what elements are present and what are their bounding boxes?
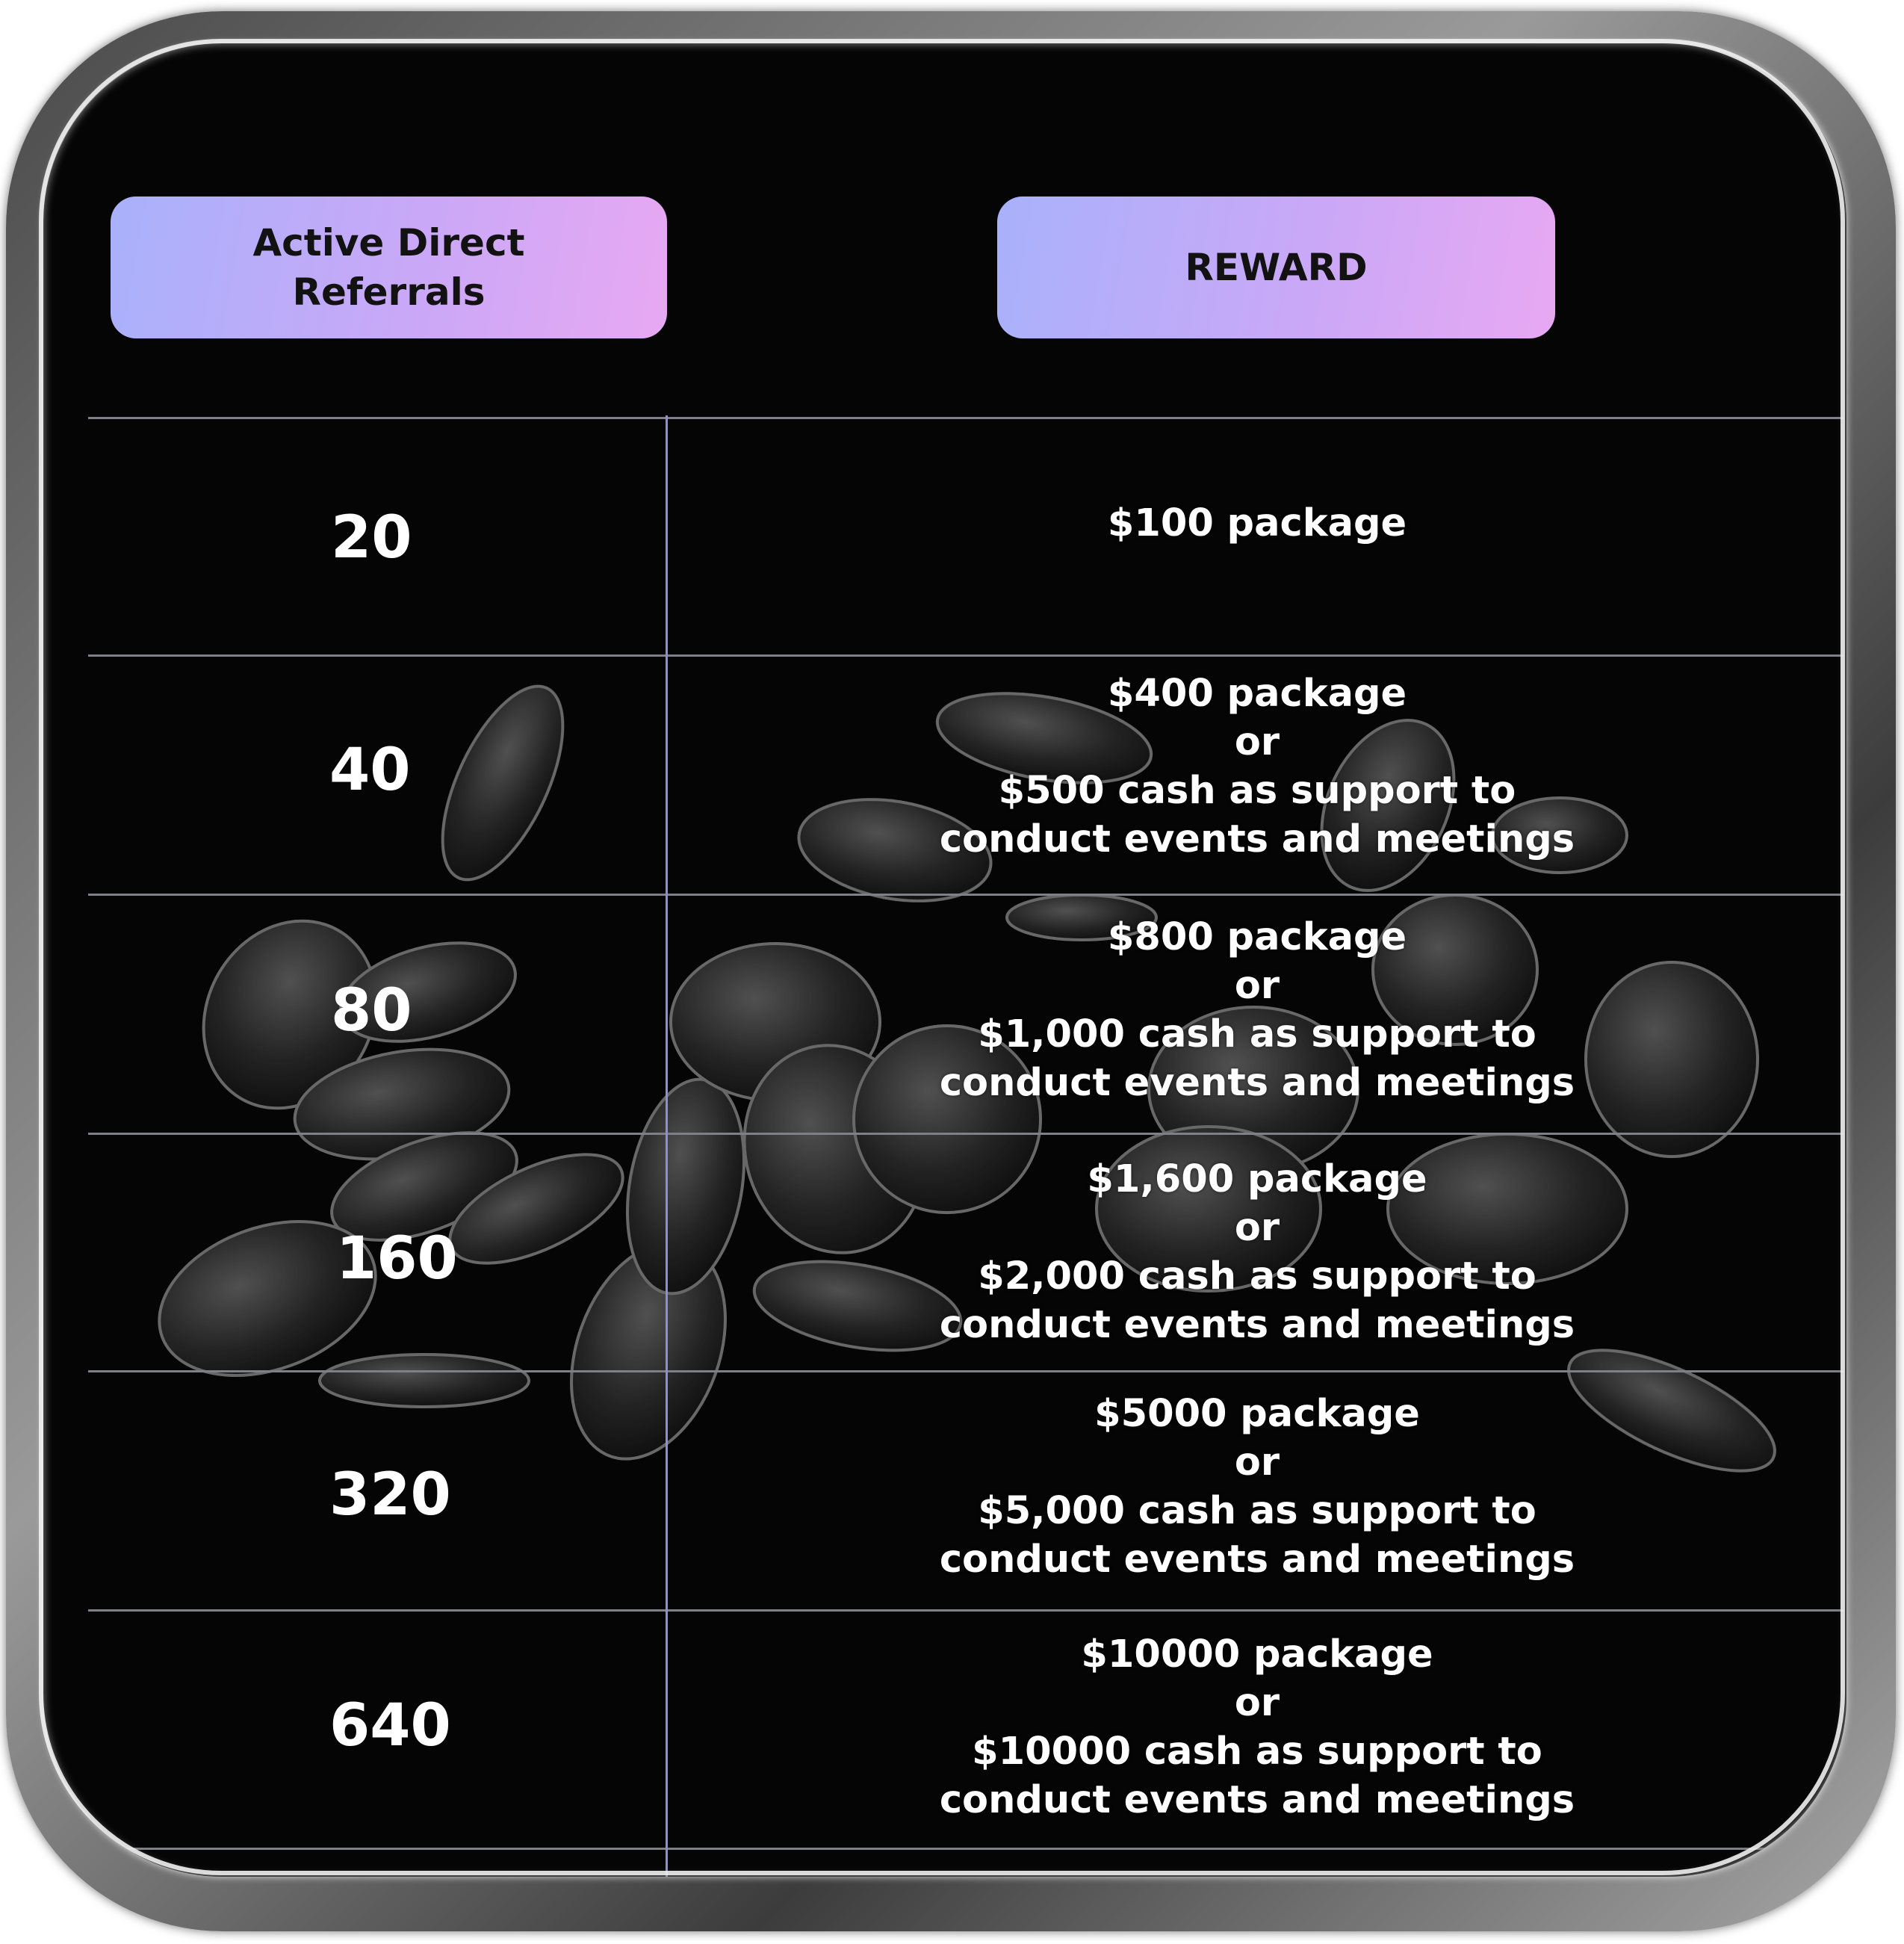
reward-line: $400 package xyxy=(1107,672,1407,716)
reward-line: $1,000 cash as support to xyxy=(978,1012,1536,1056)
reward-line: $2,000 cash as support to xyxy=(978,1254,1536,1298)
reward-cell: $800 package or $1,000 cash as support t… xyxy=(865,913,1649,1107)
reward-cell: $1,600 package or $2,000 cash as support… xyxy=(865,1155,1649,1349)
reward-line: or xyxy=(1234,1206,1280,1250)
bitcoin-coins-decoration xyxy=(158,684,1776,1473)
reward-line: $5000 package xyxy=(1094,1392,1420,1436)
column-divider xyxy=(666,415,668,1877)
reward-cell: $400 package or $500 cash as support to … xyxy=(865,669,1649,864)
row-divider xyxy=(88,417,1843,419)
reward-line: $800 package xyxy=(1107,915,1407,959)
reward-line: or xyxy=(1234,1681,1280,1725)
row-divider xyxy=(88,1370,1843,1372)
referrals-count: 80 xyxy=(331,977,412,1044)
reward-table-panel: Active Direct Referrals REWARD 20 $100 p… xyxy=(43,43,1846,1877)
reward-line: $10000 package xyxy=(1081,1632,1433,1677)
reward-line: or xyxy=(1234,720,1280,764)
referrals-count: 640 xyxy=(329,1692,451,1759)
referrals-count: 20 xyxy=(331,504,412,572)
reward-line: $100 package xyxy=(1107,501,1407,545)
reward-line: conduct events and meetings xyxy=(939,1778,1575,1822)
row-divider xyxy=(88,1133,1843,1135)
reward-line: or xyxy=(1234,1440,1280,1485)
referrals-count: 320 xyxy=(329,1461,451,1529)
header-reward-label: REWARD xyxy=(1185,246,1368,289)
reward-cell: $100 package xyxy=(865,499,1649,548)
referrals-count: 40 xyxy=(329,737,411,804)
reward-cell: $5000 package or $5,000 cash as support … xyxy=(865,1390,1649,1584)
row-divider xyxy=(88,654,1843,657)
header-referrals-label: Active Direct Referrals xyxy=(252,221,525,314)
row-divider xyxy=(88,1848,1843,1850)
reward-line: $500 cash as support to xyxy=(998,769,1516,813)
reward-line: conduct events and meetings xyxy=(939,1303,1575,1347)
header-reward: REWARD xyxy=(997,196,1555,338)
reward-line: or xyxy=(1234,964,1280,1008)
reward-cell: $10000 package or $10000 cash as support… xyxy=(865,1630,1649,1824)
reward-line: conduct events and meetings xyxy=(939,1538,1575,1582)
row-divider xyxy=(88,1609,1843,1612)
reward-line: $5,000 cash as support to xyxy=(978,1489,1536,1533)
reward-line: $1,600 package xyxy=(1087,1157,1427,1201)
row-divider xyxy=(88,894,1843,896)
header-referrals: Active Direct Referrals xyxy=(111,196,667,338)
reward-line: $10000 cash as support to xyxy=(972,1730,1542,1774)
referrals-count: 160 xyxy=(336,1225,458,1293)
reward-line: conduct events and meetings xyxy=(939,817,1575,861)
reward-line: conduct events and meetings xyxy=(939,1061,1575,1105)
